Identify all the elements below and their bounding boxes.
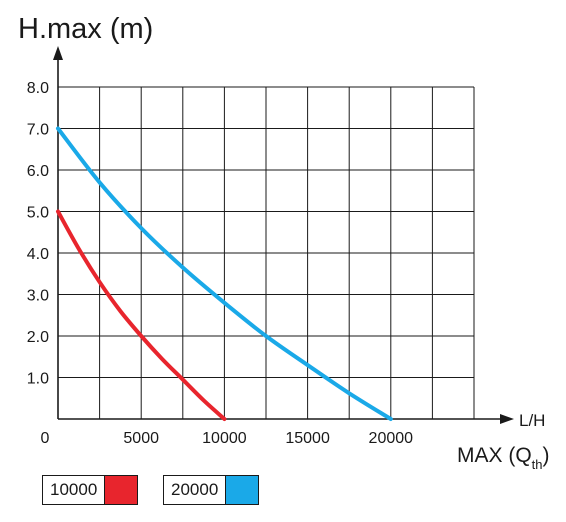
x-axis-title-close: ) (543, 444, 550, 467)
y-tick-label: 3.0 (27, 288, 49, 305)
y-tick-label: 1.0 (27, 371, 49, 388)
chart-axes (53, 46, 514, 424)
legend-item-20000: 20000 (163, 475, 260, 505)
legend-label-20000: 20000 (164, 476, 226, 504)
x-tick-label: 5000 (123, 430, 159, 447)
series-line-20000 (56, 126, 393, 421)
y-axis-arrow (53, 46, 63, 60)
x-axis-arrow (500, 414, 514, 424)
chart-grid (58, 86, 475, 419)
y-tick-label: 2.0 (27, 329, 49, 346)
x-axis-title-subscript: th (532, 457, 543, 472)
y-tick-label: 7.0 (27, 122, 49, 139)
x-tick-label: 20000 (369, 430, 414, 447)
y-axis-title: H.max (m) (18, 13, 153, 45)
y-tick-label: 8.0 (27, 80, 49, 97)
y-tick-label: 6.0 (27, 163, 49, 180)
x-tick-label: 10000 (202, 430, 247, 447)
x-axis-title: MAX (Qth) (457, 444, 550, 472)
x-axis-unit: L/H (519, 411, 545, 430)
legend-label-10000: 10000 (43, 476, 105, 504)
legend-item-10000: 10000 (42, 475, 139, 505)
legend-swatch-red (104, 476, 138, 504)
chart-tick-labels: 1.0 2.0 3.0 4.0 5.0 6.0 7.0 8.0 0 5000 10000 15000 2… (27, 80, 413, 447)
y-tick-label: 5.0 (27, 205, 49, 222)
legend-swatch-blue (225, 476, 259, 504)
series-line-10000 (56, 209, 227, 421)
x-axis-title-main: MAX (Q (457, 444, 532, 467)
chart-series (56, 126, 393, 421)
y-tick-label: 4.0 (27, 246, 49, 263)
x-tick-label: 0 (41, 430, 50, 447)
x-tick-label: 15000 (285, 430, 330, 447)
